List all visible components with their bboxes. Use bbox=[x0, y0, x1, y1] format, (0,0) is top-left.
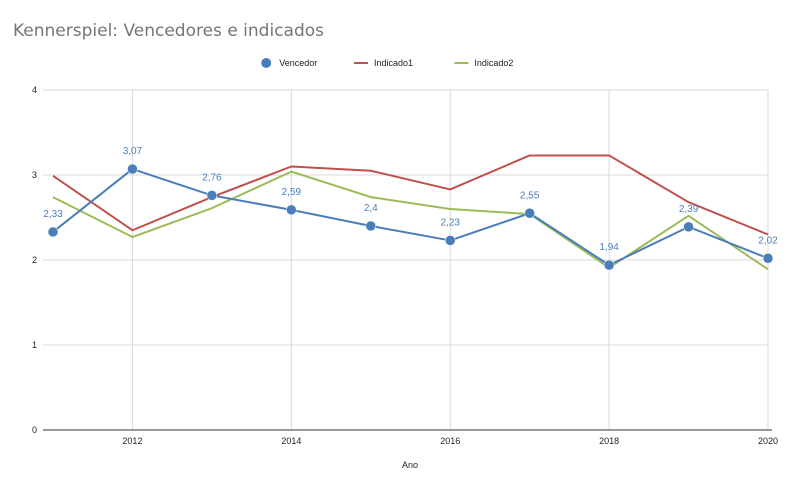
x-tick-2020: 2020 bbox=[758, 436, 778, 446]
point-vencedor-2013 bbox=[206, 190, 218, 201]
y-tick-2: 2 bbox=[32, 255, 37, 265]
point-vencedor-2017 bbox=[524, 208, 535, 219]
data-label-2018: 1,94 bbox=[599, 242, 619, 253]
x-tick-2014: 2014 bbox=[281, 436, 301, 446]
chart-title: Kennerspiel: Vencedores e indicados bbox=[13, 21, 325, 41]
legend[interactable]: Vencedor Indicado1 Indicado2 bbox=[261, 58, 513, 68]
data-label-2015: 2,4 bbox=[364, 203, 378, 214]
y-tick-0: 0 bbox=[32, 425, 37, 435]
data-labels: 2,33 3,07 2,76 2,59 2,4 2,23 2,55 1,94 2,39 2,02 bbox=[43, 146, 778, 253]
point-vencedor-2011 bbox=[47, 226, 59, 238]
y-tick-3: 3 bbox=[32, 170, 37, 180]
gridlines bbox=[43, 89, 769, 430]
point-vencedor-2018 bbox=[603, 259, 615, 271]
legend-marker-vencedor[interactable] bbox=[261, 58, 272, 68]
legend-label-vencedor[interactable]: Vencedor bbox=[279, 58, 317, 68]
data-label-2016: 2,23 bbox=[440, 217, 460, 228]
y-tick-4: 4 bbox=[32, 85, 37, 95]
y-tick-1: 1 bbox=[32, 340, 37, 350]
data-label-2020: 2,02 bbox=[758, 235, 778, 246]
series-line-vencedor bbox=[52, 168, 769, 267]
data-label-2019: 2,39 bbox=[679, 204, 699, 215]
legend-label-indicado2[interactable]: Indicado2 bbox=[474, 58, 513, 68]
x-tick-2012: 2012 bbox=[122, 436, 142, 446]
x-tick-2016: 2016 bbox=[440, 436, 460, 446]
data-label-2013: 2,76 bbox=[202, 172, 222, 183]
point-vencedor-2014 bbox=[286, 204, 297, 216]
series-line-indicado1 bbox=[52, 154, 769, 236]
x-tick-2018: 2018 bbox=[599, 436, 619, 446]
data-label-2017: 2,55 bbox=[520, 190, 540, 201]
series-line-indicado2 bbox=[52, 170, 769, 271]
x-axis-title: Ano bbox=[402, 460, 418, 470]
data-label-2012: 3,07 bbox=[123, 146, 143, 157]
point-vencedor-2015 bbox=[365, 220, 377, 232]
point-vencedor-2020 bbox=[762, 253, 774, 264]
point-vencedor-2019 bbox=[683, 221, 694, 233]
data-label-2014: 2,59 bbox=[282, 187, 302, 198]
axes: 0 1 2 3 4 2012 2014 2016 2018 2020 bbox=[32, 85, 778, 446]
data-label-2011: 2,33 bbox=[43, 209, 63, 220]
series bbox=[47, 154, 774, 271]
point-vencedor-2016 bbox=[444, 235, 456, 246]
legend-label-indicado1[interactable]: Indicado1 bbox=[374, 58, 413, 68]
point-vencedor-2012 bbox=[127, 163, 138, 175]
